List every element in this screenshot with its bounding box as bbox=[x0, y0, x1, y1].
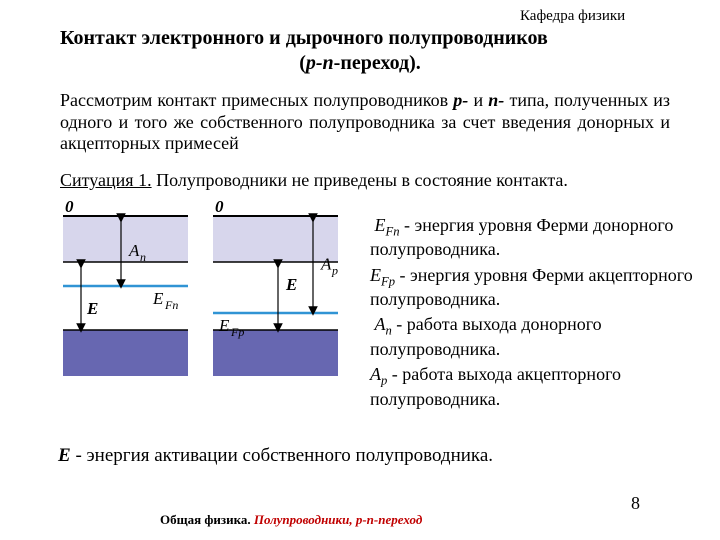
eact-sym: E bbox=[58, 445, 71, 466]
footer-red: Полупроводники, p-n-переход bbox=[254, 512, 422, 527]
footer-pre: Общая физика. bbox=[160, 512, 254, 527]
def-ap-text: - работа выхода акцепторного полупроводн… bbox=[370, 364, 621, 408]
eact-text: - энергия активации собственного полупро… bbox=[71, 445, 493, 466]
intro-p: p- bbox=[453, 90, 468, 110]
def-efp: EFp - энергия уровня Ферми акцепторного … bbox=[370, 265, 700, 311]
svg-text:E: E bbox=[218, 316, 230, 335]
title-l2-pn: p-n bbox=[306, 52, 334, 74]
svg-text:Fp: Fp bbox=[230, 325, 244, 339]
situation-label: Ситуация 1. bbox=[60, 170, 152, 190]
def-efn-text: - энергия уровня Ферми донорного полупро… bbox=[370, 215, 673, 259]
def-efn: EFn - энергия уровня Ферми донорного пол… bbox=[370, 215, 700, 261]
svg-text:E: E bbox=[86, 299, 98, 318]
svg-text:n: n bbox=[140, 250, 146, 264]
page-number: 8 bbox=[631, 493, 640, 514]
situation-line: Ситуация 1. Полупроводники не приведены … bbox=[60, 170, 680, 191]
slide-title: Контакт электронного и дырочного полупро… bbox=[60, 26, 660, 76]
def-an-sym: A bbox=[375, 314, 386, 334]
def-efp-text: - энергия уровня Ферми акцепторного полу… bbox=[370, 265, 693, 309]
svg-text:0: 0 bbox=[65, 200, 74, 216]
band-diagram-svg: 0EAnEFn0EApEFp bbox=[58, 200, 348, 390]
def-an-text: - работа выхода донорного полупроводника… bbox=[370, 314, 602, 358]
svg-text:E: E bbox=[152, 289, 164, 308]
svg-text:Fn: Fn bbox=[164, 298, 178, 312]
svg-text:E: E bbox=[285, 275, 297, 294]
title-line2: (p-n-переход). bbox=[60, 51, 660, 76]
intro-n: n- bbox=[488, 90, 504, 110]
footer-text: Общая физика. Полупроводники, p-n-перехо… bbox=[160, 512, 422, 528]
definitions-block: EFn - энергия уровня Ферми донорного пол… bbox=[370, 215, 700, 414]
svg-text:p: p bbox=[331, 264, 338, 278]
title-l2-post: -переход). bbox=[334, 52, 421, 74]
def-efp-sym: E bbox=[370, 265, 381, 285]
activation-energy-line: E - энергия активации собственного полуп… bbox=[58, 445, 678, 467]
svg-text:A: A bbox=[320, 255, 332, 274]
svg-text:0: 0 bbox=[215, 200, 224, 216]
intro-pre: Рассмотрим контакт примесных полупроводн… bbox=[60, 90, 453, 110]
def-ap-sym: A bbox=[370, 364, 381, 384]
situation-text: Полупроводники не приведены в состояние … bbox=[152, 170, 568, 190]
def-an: An - работа выхода донорного полупроводн… bbox=[370, 314, 700, 360]
title-line1: Контакт электронного и дырочного полупро… bbox=[60, 27, 548, 49]
def-efn-sym: E bbox=[375, 215, 386, 235]
intro-mid: и bbox=[468, 90, 488, 110]
svg-text:A: A bbox=[128, 241, 140, 260]
department-text: Кафедра физики bbox=[520, 8, 625, 24]
title-l2-pre: ( bbox=[299, 52, 306, 74]
def-efn-sub: Fn bbox=[386, 225, 400, 239]
band-diagram: 0EAnEFn0EApEFp bbox=[58, 200, 348, 390]
def-ap: Ap - работа выхода акцепторного полупров… bbox=[370, 364, 700, 410]
def-efp-sub: Fp bbox=[381, 274, 395, 288]
intro-paragraph: Рассмотрим контакт примесных полупроводн… bbox=[60, 90, 670, 155]
department-label: Кафедра физики bbox=[520, 8, 625, 25]
